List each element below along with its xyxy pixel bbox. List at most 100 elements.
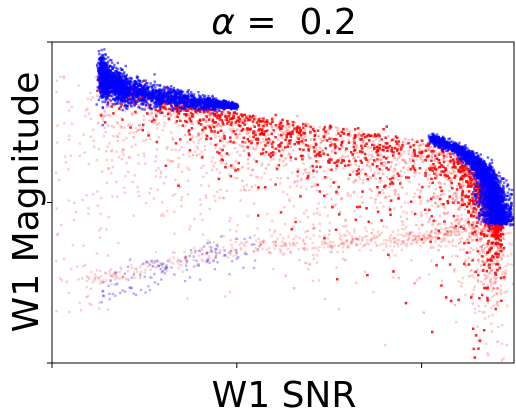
data-point-red (252, 135, 255, 138)
data-point-red (200, 156, 204, 159)
data-point-red (445, 296, 448, 299)
data-point-red (316, 153, 319, 156)
data-point-red (419, 138, 422, 142)
data-point-red (435, 264, 438, 267)
data-point-red (354, 179, 358, 182)
data-point-red (468, 274, 471, 278)
data-point-red (141, 129, 144, 132)
data-point-red (483, 286, 486, 290)
data-point-red (328, 229, 331, 232)
data-point-red (364, 172, 367, 176)
data-point-red (440, 189, 443, 193)
data-point-red (442, 160, 446, 164)
data-point-red (270, 142, 274, 145)
data-point-red (348, 173, 352, 176)
data-point-red (177, 184, 180, 187)
data-point-red (297, 133, 300, 136)
data-point-red (355, 145, 358, 148)
data-point-red (434, 176, 437, 180)
data-point-red (224, 118, 227, 121)
data-point-red (223, 136, 226, 139)
data-point-red (451, 197, 454, 201)
data-point-red (291, 132, 294, 135)
data-point-red (316, 183, 319, 186)
data-point-red (189, 138, 192, 141)
data-point-red (468, 202, 471, 205)
data-point-red (428, 235, 431, 238)
data-point-red (431, 150, 434, 154)
data-point-red (359, 159, 362, 163)
data-point-red (301, 158, 304, 161)
data-point-red (358, 205, 361, 208)
data-point-red (494, 242, 497, 245)
data-point-red (134, 110, 137, 114)
data-point-red (262, 133, 265, 136)
data-point-red (213, 112, 216, 116)
data-point-red (352, 137, 356, 140)
data-point-red (209, 111, 212, 114)
data-point-red (482, 263, 486, 266)
data-point-red (357, 137, 361, 140)
data-point-red (376, 186, 379, 189)
data-point-red (296, 180, 299, 183)
data-point-red (436, 195, 440, 198)
data-point-red (493, 225, 496, 228)
data-point-red (373, 146, 376, 150)
data-point-red (499, 244, 502, 248)
data-point-red (279, 120, 282, 123)
data-point-red (232, 130, 235, 133)
data-point-red (490, 230, 493, 233)
data-point-red (147, 134, 150, 137)
data-point-red (340, 141, 344, 144)
data-point-red (369, 146, 372, 150)
data-point-red (449, 160, 452, 163)
data-point-red (279, 121, 283, 125)
data-point-red (451, 187, 454, 190)
data-point-red (459, 160, 463, 163)
data-point-red (265, 124, 268, 127)
data-point-red (234, 133, 237, 136)
data-point-red (389, 139, 393, 143)
data-point-red (233, 111, 236, 114)
data-point-red (389, 182, 392, 186)
data-point-red (410, 200, 413, 203)
data-point-red (476, 279, 480, 282)
data-point-red (388, 208, 392, 211)
data-point-red (450, 160, 454, 163)
data-point-red (463, 203, 466, 206)
data-point-red (472, 210, 475, 213)
data-point-red (376, 158, 379, 161)
data-point-red (499, 246, 503, 249)
data-point-red (469, 199, 473, 202)
data-point-red (256, 137, 259, 140)
data-point-red (500, 233, 503, 236)
data-point-red (376, 146, 380, 149)
data-point-red (437, 249, 440, 252)
data-point-red (304, 261, 307, 265)
data-point-red (284, 138, 287, 141)
data-point-red (217, 115, 220, 118)
data-point-red (317, 152, 321, 155)
data-point-red (372, 159, 376, 162)
data-point-red (259, 152, 263, 156)
data-point-red (465, 174, 468, 177)
data-point-red (319, 165, 322, 169)
data-point-red (179, 138, 182, 141)
data-point-red (313, 134, 317, 137)
data-point-red (483, 234, 486, 237)
data-point-red (479, 245, 482, 248)
data-point-red (277, 138, 280, 141)
data-point-red (404, 161, 407, 164)
data-point-red (496, 233, 499, 236)
data-point-red (470, 178, 473, 182)
data-point-red (241, 121, 245, 124)
data-point-red (222, 132, 225, 135)
data-point-red (411, 138, 414, 141)
data-point-red (190, 127, 194, 130)
data-point-red (187, 113, 190, 116)
data-point-red (482, 269, 485, 272)
data-point-red (262, 117, 265, 120)
data-point-red (468, 182, 472, 186)
data-point-red (226, 122, 229, 125)
data-point-red (216, 150, 219, 154)
